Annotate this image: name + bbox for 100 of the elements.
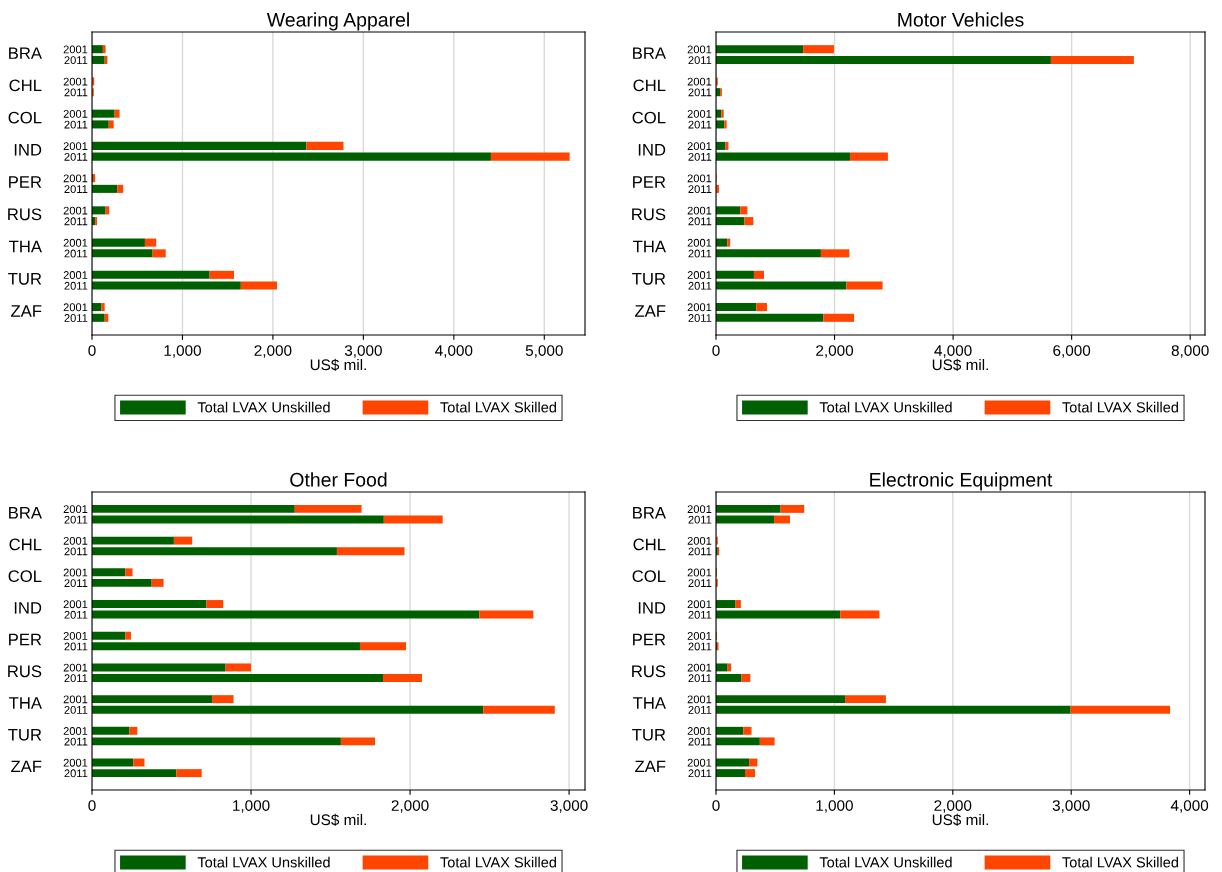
y-tick-label: 2001	[687, 600, 712, 609]
x-axis-title: US$ mil.	[932, 358, 988, 372]
x-tick-label: 4,000	[1170, 800, 1209, 813]
legend-label: Total LVAX Unskilled	[197, 856, 330, 868]
x-tick-label: 4,000	[934, 345, 972, 358]
y-tick-label: 2011	[688, 88, 712, 97]
x-axis-title: US$ mil.	[932, 813, 988, 827]
y-tick-label: 2001	[63, 271, 88, 279]
text: CHL	[633, 538, 666, 551]
y-tick-label: 2001	[687, 505, 712, 514]
y-tick-label: 2011	[688, 610, 712, 619]
y-tick-label: 2011	[688, 547, 712, 556]
y-tick-label: 2001	[63, 142, 88, 151]
y-tick-label: 2011	[688, 579, 712, 588]
text: ZAF	[635, 760, 666, 773]
text: PER	[633, 633, 666, 646]
y-tick-label: 2001	[687, 109, 712, 118]
y-tick-label: 2001	[687, 238, 712, 247]
y-tick-label: 2011	[688, 769, 712, 778]
y-tick-label: 2011	[64, 642, 88, 651]
text: IND	[14, 602, 42, 614]
text: RUS	[8, 208, 42, 221]
y-tick-label: 2011	[64, 120, 88, 129]
x-tick-label: 8,000	[1171, 345, 1209, 358]
text: RUS	[632, 208, 666, 221]
legend-label: Total LVAX Skilled	[1062, 856, 1178, 868]
x-tick-label: 0	[712, 800, 720, 811]
y-tick-label: 2011	[688, 737, 712, 746]
text: ZAF	[635, 305, 666, 317]
text: THA	[633, 240, 666, 253]
text: IND	[638, 602, 666, 614]
y-tick-label: 2011	[688, 515, 712, 524]
y-tick-label: 2011	[688, 674, 712, 683]
x-tick-label: 1,000	[816, 800, 853, 813]
x-tick-label: 0	[712, 345, 720, 356]
x-tick-label: 2,000	[391, 800, 429, 813]
x-tick-label: 3,000	[550, 800, 588, 813]
x-tick-label: 5,000	[525, 345, 563, 358]
y-tick-label: 2001	[63, 174, 88, 183]
y-tick-label: 2011	[64, 281, 88, 290]
y-tick-label: 2011	[64, 152, 88, 161]
text: COL	[8, 111, 42, 124]
y-tick-label: 2001	[687, 727, 712, 735]
y-tick-label: 2011	[688, 281, 712, 290]
text: COL	[8, 570, 42, 583]
text: ZAF	[11, 305, 42, 317]
y-tick-label: 2011	[688, 249, 712, 258]
text: PER	[633, 176, 666, 188]
x-tick-label: 1,000	[164, 345, 201, 358]
text: TUR	[8, 728, 42, 741]
y-tick-label: 2011	[64, 579, 88, 588]
legend-label: Total LVAX Unskilled	[819, 401, 952, 413]
text: ZAF	[11, 760, 42, 773]
text: THA	[9, 240, 42, 253]
text: RUS	[632, 665, 666, 678]
y-tick-label: 2001	[63, 109, 88, 118]
text: CHL	[9, 538, 42, 551]
y-tick-label: 2001	[63, 600, 88, 609]
y-tick-label: 2011	[64, 217, 88, 226]
legend-label: Total LVAX Skilled	[440, 856, 556, 868]
x-tick-label: 1,000	[233, 800, 270, 813]
text: CHL	[633, 79, 666, 92]
x-tick-label: 2,000	[816, 345, 854, 358]
x-tick-label: 6,000	[1053, 345, 1091, 358]
y-tick-label: 2001	[63, 77, 88, 86]
y-tick-label: 2001	[687, 695, 712, 704]
text: COL	[632, 570, 666, 583]
y-tick-label: 2001	[687, 663, 712, 672]
y-tick-label: 2011	[64, 314, 88, 322]
text: THA	[9, 697, 42, 709]
y-tick-label: 2011	[64, 56, 88, 65]
text: TUR	[8, 273, 42, 285]
y-tick-label: 2011	[64, 610, 88, 619]
x-axis-title: US$ mil.	[310, 813, 366, 827]
legend-label: Total LVAX Skilled	[1062, 401, 1178, 413]
y-tick-label: 2001	[687, 568, 712, 577]
y-tick-label: 2011	[688, 56, 712, 65]
chart-title: Motor Vehicles	[898, 12, 1024, 27]
chart-title: Wearing Apparel	[266, 12, 409, 31]
legend-label: Total LVAX Unskilled	[197, 401, 330, 413]
y-tick-label: 2011	[64, 705, 88, 714]
y-tick-label: 2011	[688, 705, 712, 714]
y-tick-label: 2011	[688, 120, 712, 129]
text: CHL	[9, 79, 42, 92]
text: THA	[633, 697, 666, 709]
y-tick-label: 2001	[63, 568, 88, 577]
y-tick-label: 2001	[63, 45, 88, 54]
text: PER	[9, 633, 42, 646]
y-tick-label: 2001	[63, 727, 88, 735]
x-tick-label: 4,000	[435, 345, 473, 358]
y-tick-label: 2001	[63, 303, 88, 312]
y-tick-label: 2011	[688, 642, 712, 651]
y-tick-label: 2001	[63, 238, 88, 247]
chart-title: Other Food	[290, 472, 387, 487]
x-tick-label: 0	[88, 800, 96, 811]
y-tick-label: 2001	[687, 174, 712, 183]
y-tick-label: 2011	[64, 769, 88, 778]
y-tick-label: 2011	[64, 185, 88, 194]
y-tick-label: 2001	[687, 631, 712, 640]
y-tick-label: 2001	[687, 206, 712, 215]
